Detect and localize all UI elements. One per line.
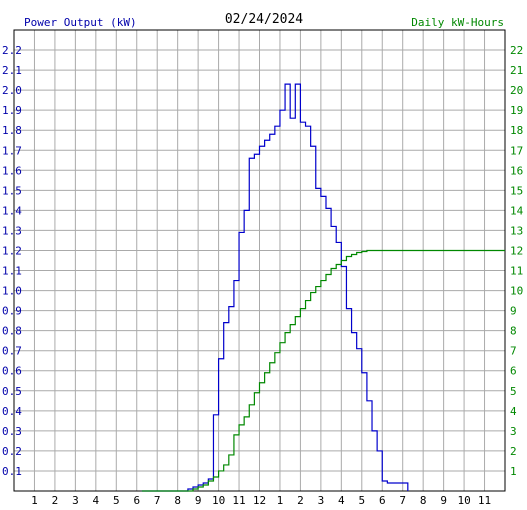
- left-tick-label: 0.5: [2, 385, 22, 398]
- x-tick-label: 9: [195, 494, 202, 507]
- right-tick-label: 6: [510, 365, 517, 378]
- x-tick-label: 1: [277, 494, 284, 507]
- right-tick-label: 21: [510, 64, 523, 77]
- left-tick-label: 0.7: [2, 345, 22, 358]
- x-tick-label: 10: [212, 494, 225, 507]
- left-tick-label: 2.0: [2, 84, 22, 97]
- right-tick-label: 11: [510, 265, 523, 278]
- plot-frame: [13, 29, 506, 492]
- x-tick-label: 6: [379, 494, 386, 507]
- right-tick-label: 20: [510, 84, 523, 97]
- right-axis-title: Daily kW-Hours: [411, 16, 504, 29]
- x-tick-label: 11: [478, 494, 491, 507]
- left-tick-labels: 0.1 0.2 0.3 0.4 0.5 0.6 0.7 0.8 0.9 1.0 1.1 1.2 1.3 1…: [2, 44, 22, 478]
- left-tick-label: 0.6: [2, 365, 22, 378]
- left-tick-label: 1.3: [2, 224, 22, 237]
- x-tick-label: 9: [440, 494, 447, 507]
- x-tick-label: 6: [133, 494, 140, 507]
- left-tick-label: 2.1: [2, 64, 22, 77]
- right-tick-label: 12: [510, 244, 523, 257]
- right-tick-label: 17: [510, 144, 523, 157]
- x-tick-label: 5: [113, 494, 120, 507]
- plot-border: [13, 29, 506, 492]
- daily-kwh-line: [141, 249, 505, 492]
- right-tick-label: 5: [510, 385, 517, 398]
- grid-lines: [14, 30, 505, 491]
- left-tick-label: 0.1: [2, 465, 22, 478]
- x-tick-label: 8: [420, 494, 427, 507]
- left-tick-label: 1.6: [2, 164, 22, 177]
- right-tick-label: 18: [510, 124, 523, 137]
- x-tick-label: 2: [52, 494, 59, 507]
- x-tick-label: 1: [31, 494, 38, 507]
- x-tick-label: 2: [297, 494, 304, 507]
- x-tick-label: 7: [154, 494, 161, 507]
- left-tick-label: 1.0: [2, 285, 22, 298]
- left-tick-label: 1.1: [2, 265, 22, 278]
- right-tick-label: 7: [510, 345, 517, 358]
- right-tick-label: 3: [510, 425, 517, 438]
- x-tick-label: 4: [338, 494, 345, 507]
- left-tick-label: 1.4: [2, 204, 22, 217]
- left-tick-label: 0.3: [2, 425, 22, 438]
- right-tick-label: 13: [510, 224, 523, 237]
- x-tick-label: 10: [457, 494, 470, 507]
- left-tick-label: 1.2: [2, 244, 22, 257]
- x-tick-label: 12: [253, 494, 266, 507]
- right-tick-label: 2: [510, 445, 517, 458]
- right-tick-label: 9: [510, 305, 517, 318]
- left-axis-title: Power Output (kW): [24, 16, 137, 29]
- left-tick-label: 2.2: [2, 44, 22, 57]
- left-tick-label: 0.9: [2, 305, 22, 318]
- series-lines: [141, 83, 505, 492]
- right-tick-label: 10: [510, 285, 523, 298]
- x-tick-label: 7: [399, 494, 406, 507]
- right-tick-label: 14: [510, 204, 524, 217]
- left-tick-label: 1.8: [2, 124, 22, 137]
- x-tick-label: 5: [358, 494, 365, 507]
- left-tick-label: 1.5: [2, 184, 22, 197]
- x-tick-label: 8: [174, 494, 181, 507]
- right-tick-label: 1: [510, 465, 517, 478]
- left-tick-label: 0.2: [2, 445, 22, 458]
- right-tick-label: 4: [510, 405, 517, 418]
- x-tick-label: 11: [232, 494, 245, 507]
- x-tick-label: 3: [72, 494, 79, 507]
- x-tick-label: 4: [93, 494, 100, 507]
- left-tick-label: 0.4: [2, 405, 22, 418]
- right-tick-label: 16: [510, 164, 523, 177]
- left-tick-label: 1.7: [2, 144, 22, 157]
- power-output-line: [141, 83, 409, 492]
- right-tick-label: 22: [510, 44, 523, 57]
- left-tick-label: 0.8: [2, 325, 22, 338]
- right-tick-label: 15: [510, 184, 523, 197]
- left-tick-label: 1.9: [2, 104, 22, 117]
- right-tick-label: 8: [510, 325, 517, 338]
- x-tick-labels: 1 2 3 4 5 6 7 8 9 10 11 12 1 2 3 4 5 6 7 8 9 10 11: [31, 494, 491, 507]
- chart-date-title: 02/24/2024: [225, 12, 303, 27]
- right-tick-label: 19: [510, 104, 523, 117]
- x-tick-label: 3: [318, 494, 325, 507]
